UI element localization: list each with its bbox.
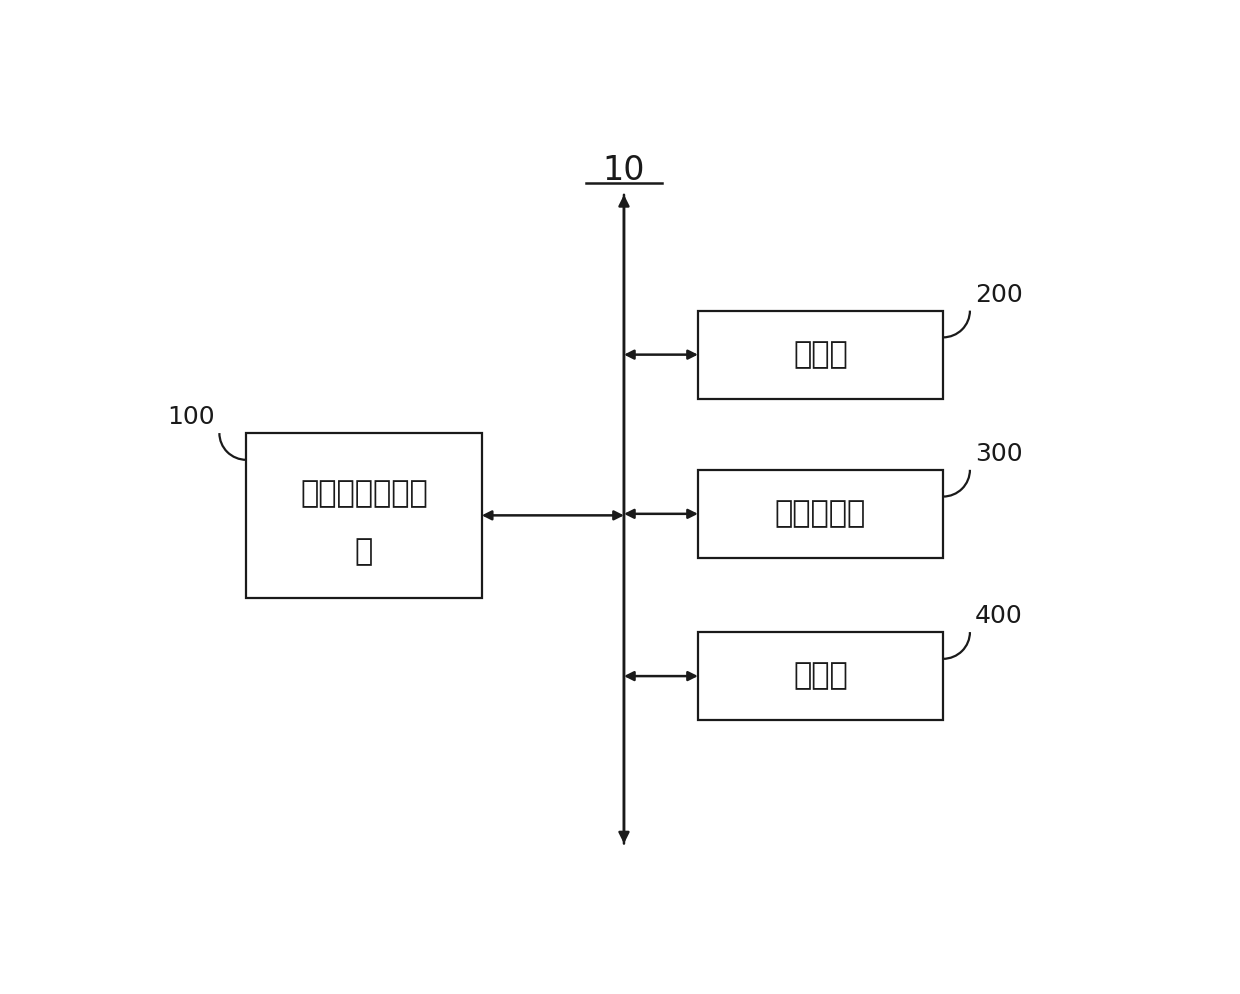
Text: 200: 200	[975, 283, 1023, 307]
Text: 100: 100	[167, 406, 215, 429]
Text: 400: 400	[975, 604, 1023, 628]
Text: 存储器: 存储器	[794, 340, 848, 369]
Text: 置: 置	[355, 537, 373, 566]
Bar	[698, 470, 942, 558]
Bar	[247, 433, 481, 597]
Bar	[698, 632, 942, 720]
Text: 渗漏识别定位装: 渗漏识别定位装	[300, 479, 428, 509]
Text: 存储控制器: 存储控制器	[775, 499, 866, 529]
Text: 处理器: 处理器	[794, 662, 848, 691]
Bar	[698, 310, 942, 399]
Text: 300: 300	[975, 442, 1022, 466]
Text: 10: 10	[603, 154, 645, 187]
